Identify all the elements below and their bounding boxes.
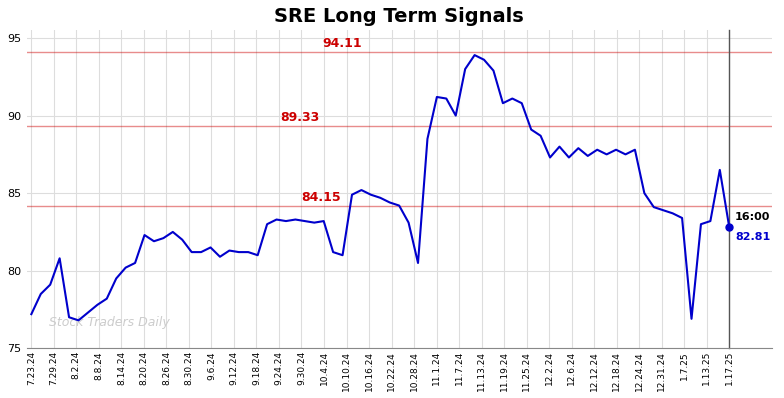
Text: 89.33: 89.33 — [281, 111, 320, 124]
Text: 94.11: 94.11 — [323, 37, 362, 50]
Text: Stock Traders Daily: Stock Traders Daily — [49, 316, 169, 329]
Text: 84.15: 84.15 — [302, 191, 341, 205]
Text: 82.81: 82.81 — [735, 232, 770, 242]
Title: SRE Long Term Signals: SRE Long Term Signals — [274, 7, 524, 26]
Text: 16:00: 16:00 — [735, 213, 770, 222]
